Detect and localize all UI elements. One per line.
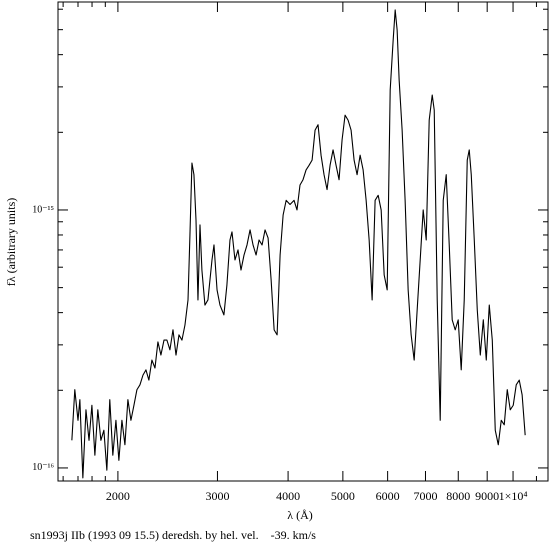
x-tick-label: 2000 — [106, 489, 130, 503]
x-tick-label: 5000 — [331, 489, 355, 503]
x-tick-label: 9000 — [475, 489, 499, 503]
x-tick-label: 1×10⁴ — [499, 489, 528, 503]
x-axis-label: λ (Å) — [287, 508, 312, 522]
footer-note: sn1993j IIb (1993 09 15.5) deredsh. by h… — [30, 528, 316, 542]
x-tick-label: 7000 — [413, 489, 437, 503]
spectrum-line — [71, 9, 526, 479]
x-tick-label: 8000 — [446, 489, 470, 503]
y-tick-label: 10⁻¹⁵ — [32, 204, 54, 215]
x-tick-label: 3000 — [205, 489, 229, 503]
x-tick-label: 6000 — [376, 489, 400, 503]
x-tick-label: 4000 — [276, 489, 300, 503]
y-tick-label: 10⁻¹⁶ — [32, 462, 54, 473]
y-axis-label: fλ (arbitrary units) — [4, 198, 18, 286]
plot-frame — [57, 1, 549, 482]
